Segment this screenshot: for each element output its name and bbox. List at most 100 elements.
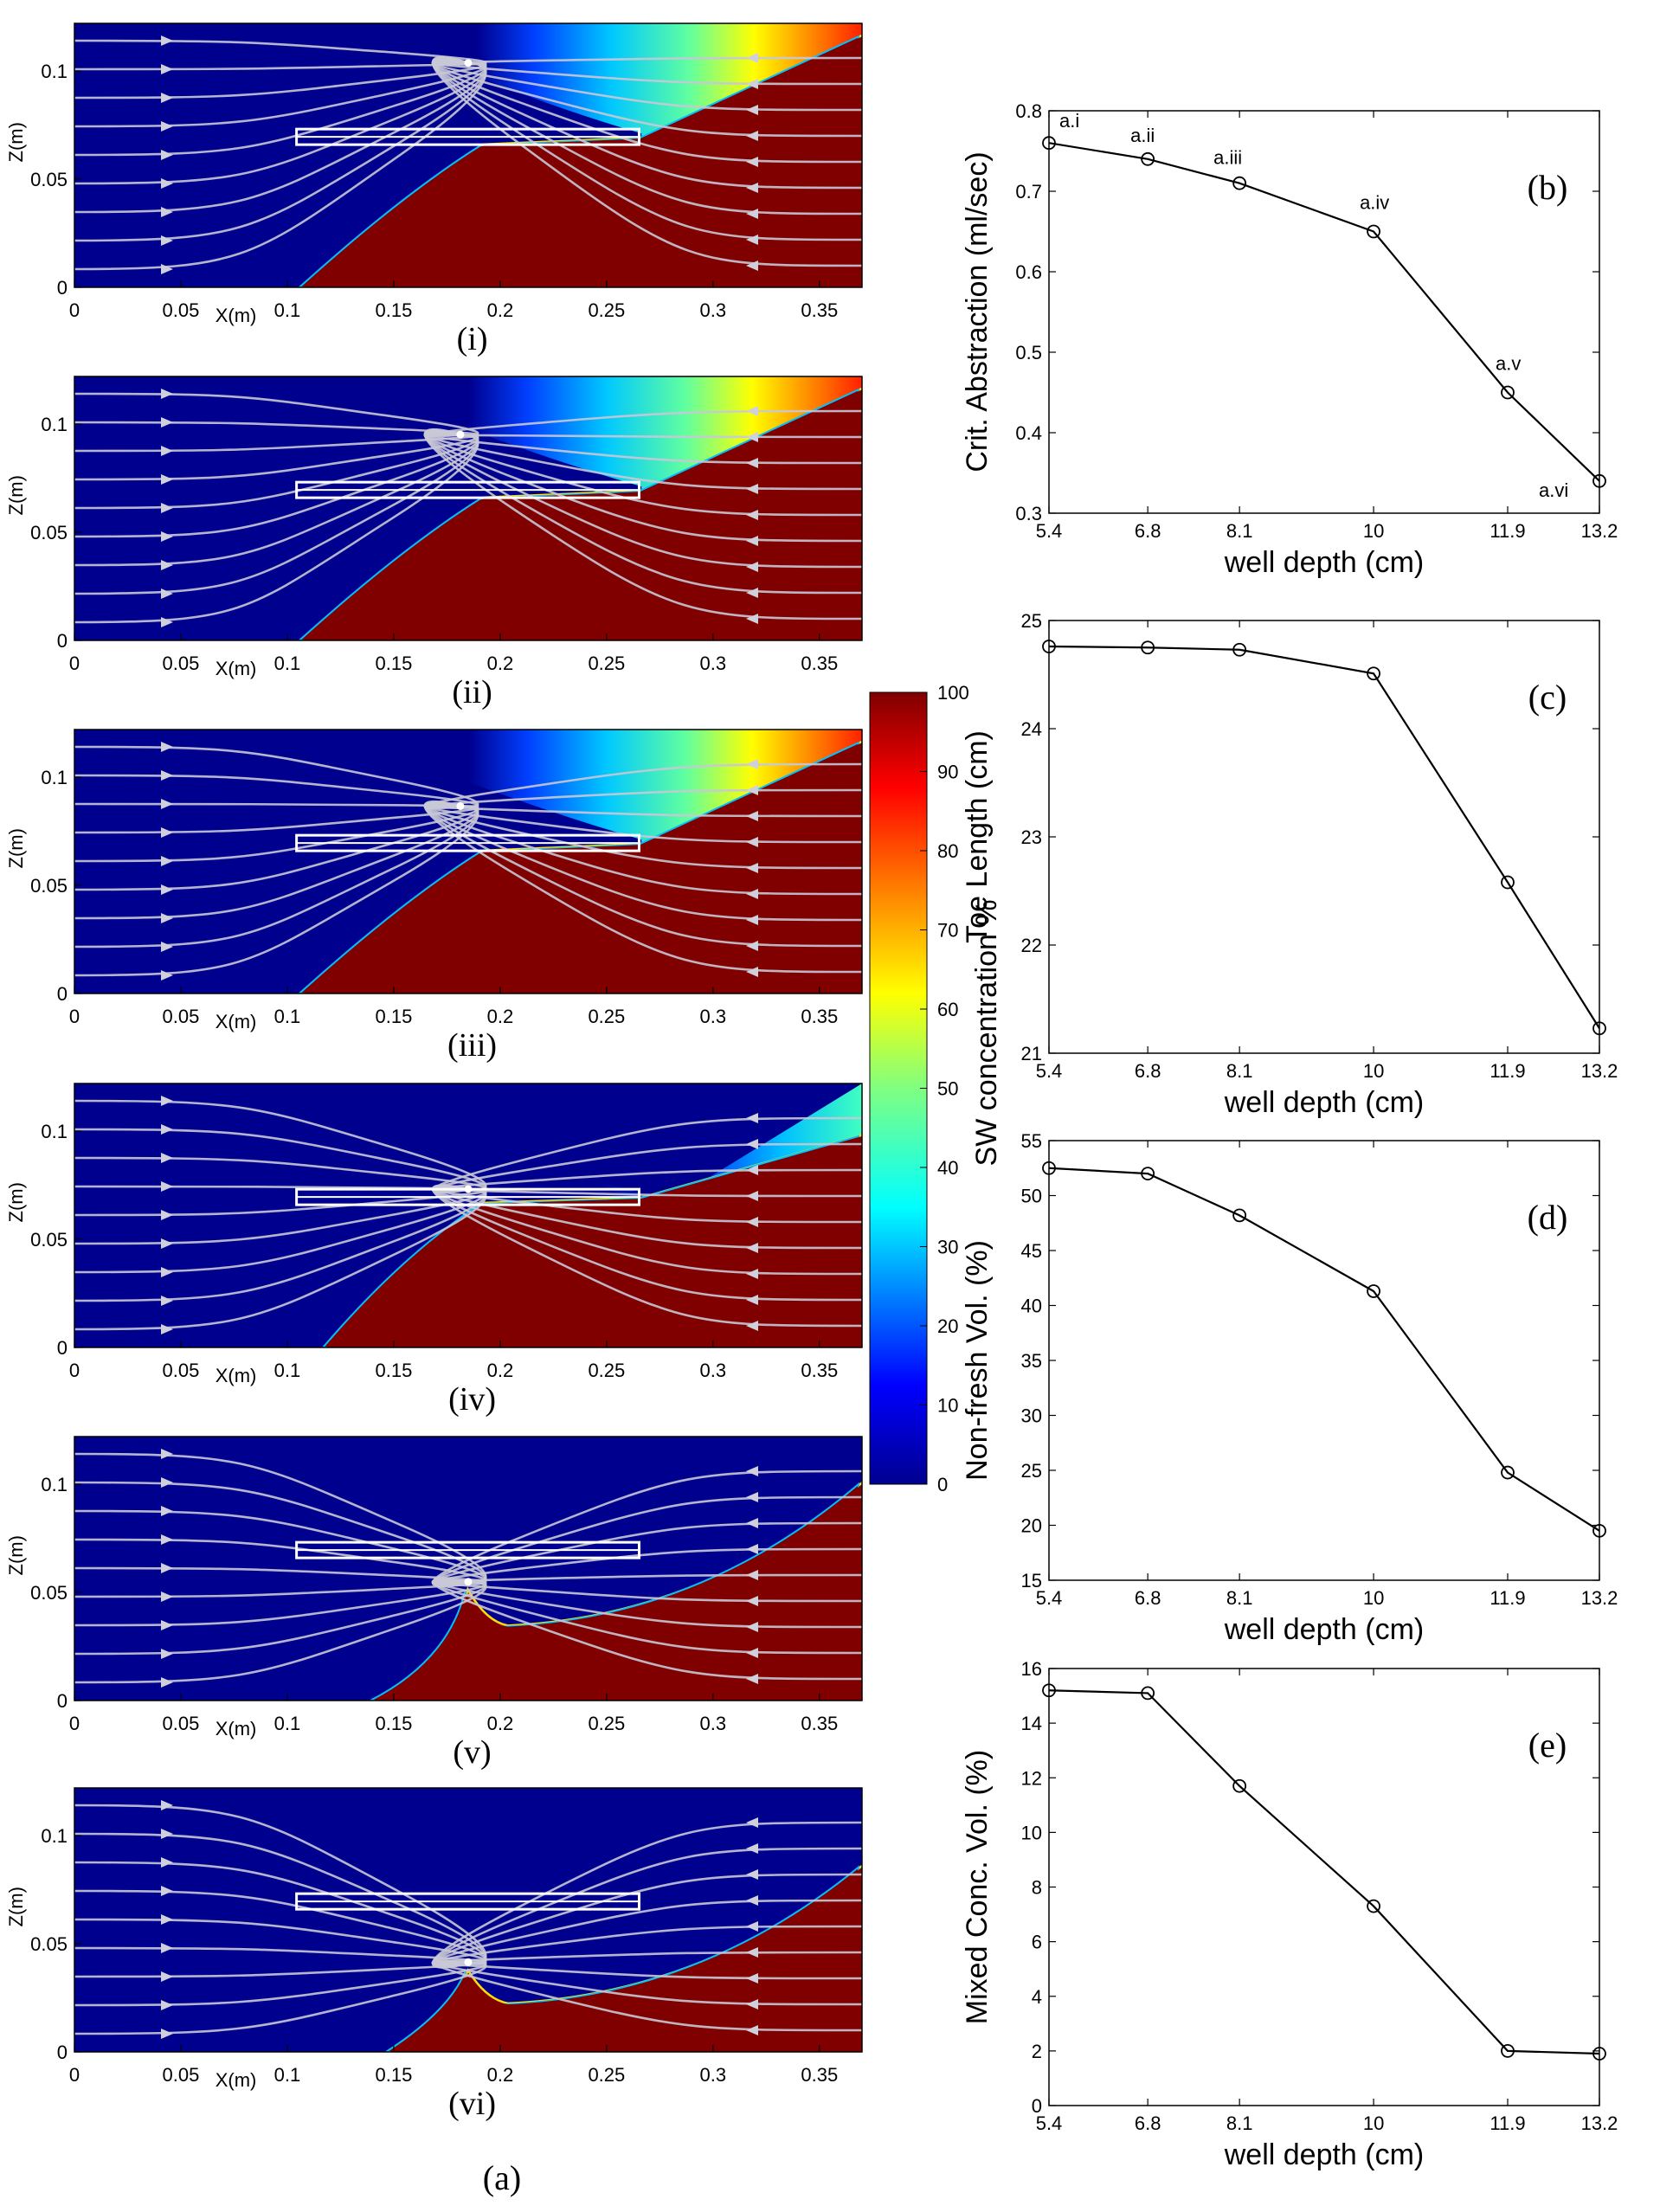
x-tick-label: 0.25 — [588, 1360, 625, 1381]
y-axis-label: Z(m) — [5, 1182, 27, 1222]
chart-label: (d) — [1528, 1198, 1568, 1237]
line-charts: 0.3 0.4 0.5 0.6 0.7 0.8 5.4 6.8 8.1 10 11.9 13.2 a.i… — [961, 100, 1618, 2171]
colorbar: 0 10 20 30 40 50 60 70 80 90 100 SW concentration % — [869, 682, 1003, 1495]
panel-label: (ii) — [452, 674, 492, 711]
x-tick-label: 11.9 — [1489, 2112, 1525, 2134]
z-tick-label: 0.05 — [30, 169, 68, 190]
series-line — [1048, 1689, 1600, 2055]
x-tick-label: 0.35 — [801, 2064, 838, 2086]
x-tick-label: 0.3 — [700, 653, 727, 674]
x-axis-label: X(m) — [216, 305, 257, 326]
x-tick-label: 0.05 — [163, 1713, 200, 1734]
concentration-panel-6: 0 0.05 0.1 0 0.05 0.1 0.15 0.2 0.25 0.3 0.35 X(m) Z(… — [5, 1787, 863, 2122]
z-tick-label: 0.1 — [41, 1121, 68, 1142]
y-tick-label: 4 — [1032, 1986, 1042, 2008]
data-point — [1232, 642, 1247, 657]
x-tick-label: 10 — [1363, 520, 1384, 542]
x-tick-label: 0.15 — [376, 1006, 413, 1027]
y-axis-label: Z(m) — [5, 1535, 27, 1575]
colorbar-tick-label: 20 — [937, 1315, 958, 1337]
data-point — [1141, 1167, 1155, 1180]
chart-label: (c) — [1528, 678, 1567, 717]
y-tick-label: 0.7 — [1015, 181, 1042, 203]
z-tick-label: 0.1 — [41, 414, 68, 435]
y-tick-label: 45 — [1021, 1240, 1042, 1262]
panel-label: (iii) — [447, 1027, 497, 1064]
data-point — [1042, 136, 1056, 151]
z-tick-label: 0.1 — [41, 1825, 68, 1847]
x-tick-label: 0.2 — [487, 1713, 514, 1734]
z-tick-label: 0.1 — [41, 61, 68, 82]
y-tick-label: 25 — [1021, 1460, 1042, 1482]
point-label: a.ii — [1130, 125, 1155, 146]
x-axis-label: X(m) — [216, 1365, 257, 1386]
y-axis-label: Z(m) — [5, 475, 27, 515]
x-tick-label: 0.35 — [801, 1006, 838, 1027]
y-tick-label: 55 — [1021, 1130, 1042, 1152]
y-tick-label: 10 — [1021, 1822, 1042, 1843]
z-tick-label: 0 — [57, 1690, 68, 1712]
x-tick-label: 6.8 — [1135, 1587, 1161, 1609]
x-tick-label: 0.35 — [801, 299, 838, 321]
x-tick-label: 0.35 — [801, 1713, 838, 1734]
colorbar-label: SW concentration % — [970, 899, 1003, 1166]
x-tick-label: 0.25 — [588, 1006, 625, 1027]
z-tick-label: 0.1 — [41, 767, 68, 788]
y-tick-label: 0 — [1032, 2095, 1042, 2117]
x-tick-label: 13.2 — [1581, 1587, 1618, 1609]
concentration-panel-5: 0 0.05 0.1 0 0.05 0.1 0.15 0.2 0.25 0.3 0.35 X(m) Z(… — [5, 1436, 863, 1771]
z-tick-label: 0.05 — [30, 875, 68, 897]
point-label: a.v — [1496, 353, 1521, 375]
y-axis-label: Z(m) — [5, 1887, 27, 1926]
chart-frame — [1048, 110, 1600, 514]
x-tick-label: 0.05 — [163, 299, 200, 321]
series-line — [1048, 645, 1600, 1029]
colorbar-tick-label: 70 — [937, 920, 958, 942]
z-tick-label: 0 — [57, 630, 68, 652]
z-tick-label: 0 — [57, 277, 68, 299]
y-tick-label: 30 — [1021, 1405, 1042, 1427]
y-axis-label: Z(m) — [5, 122, 27, 162]
x-tick-label: 10 — [1363, 1060, 1384, 1082]
y-axis-label: Mixed Conc. Vol. (%) — [961, 1750, 994, 2024]
streamlines — [74, 389, 862, 627]
y-axis-label: Z(m) — [5, 828, 27, 868]
y-tick-label: 12 — [1021, 1767, 1042, 1789]
well-point — [464, 1185, 473, 1193]
figure-label: (a) — [483, 2158, 521, 2197]
colorbar-tick-label: 40 — [937, 1157, 958, 1179]
x-tick-label: 0 — [69, 653, 80, 674]
x-tick-label: 6.8 — [1135, 2112, 1161, 2134]
x-tick-label: 8.1 — [1226, 2112, 1253, 2134]
point-label: a.vi — [1539, 479, 1568, 501]
series-line — [1048, 142, 1600, 482]
axes-frame — [74, 376, 863, 641]
x-tick-label: 0.2 — [487, 2064, 514, 2086]
well-point — [456, 801, 465, 810]
data-point — [1592, 473, 1606, 488]
y-tick-label: 0.3 — [1015, 503, 1042, 524]
colorbar-tick-label: 0 — [937, 1474, 948, 1495]
z-tick-label: 0.05 — [30, 1582, 68, 1604]
axes-frame — [74, 23, 863, 288]
x-tick-label: 13.2 — [1581, 520, 1618, 542]
y-tick-label: 35 — [1021, 1350, 1042, 1372]
data-point — [1501, 385, 1515, 400]
x-tick-label: 10 — [1363, 2112, 1384, 2134]
data-point — [1592, 1523, 1606, 1538]
x-tick-label: 0.1 — [274, 1006, 301, 1027]
x-tick-label: 0 — [69, 1360, 80, 1381]
x-tick-label: 5.4 — [1036, 520, 1063, 542]
point-label: a.i — [1059, 110, 1079, 132]
x-tick-label: 0.25 — [588, 299, 625, 321]
y-axis-label: Crit. Abstraction (ml/sec) — [961, 151, 994, 472]
x-tick-label: 11.9 — [1489, 1060, 1525, 1082]
x-axis-label: well depth (cm) — [1224, 1613, 1425, 1646]
x-tick-label: 6.8 — [1135, 520, 1161, 542]
data-point — [1141, 640, 1155, 655]
well-point — [464, 59, 473, 68]
chart-label: (b) — [1528, 168, 1568, 207]
x-tick-label: 0 — [69, 1713, 80, 1734]
y-axis-label: Non-fresh Vol. (%) — [961, 1240, 994, 1481]
y-tick-label: 23 — [1021, 826, 1042, 848]
